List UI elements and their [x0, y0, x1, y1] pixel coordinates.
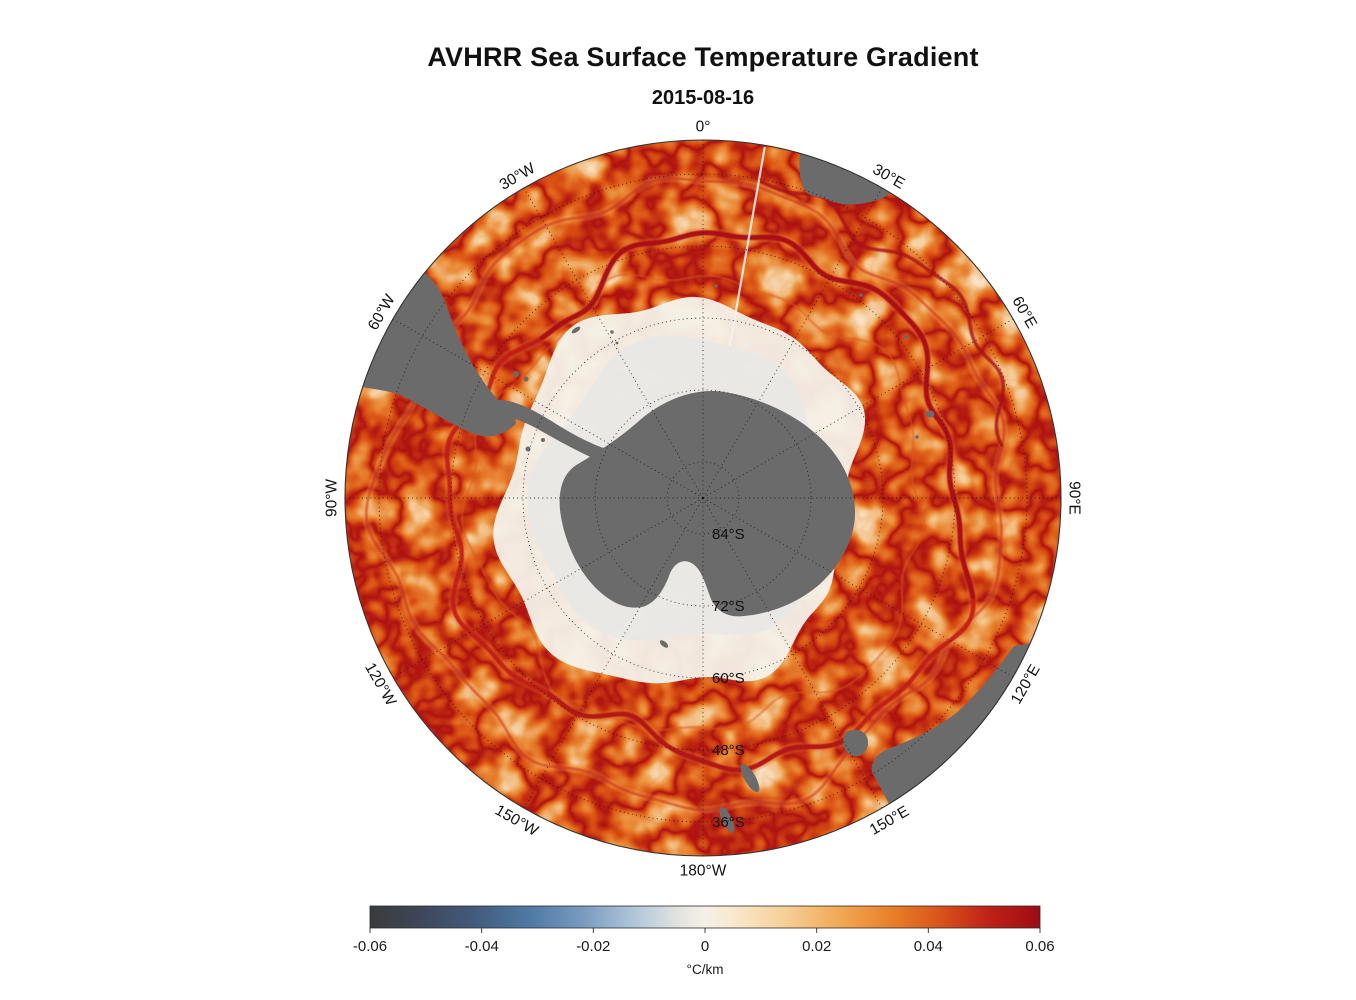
meridian-line [392, 497, 704, 678]
peninsula-offshore-island-2 [541, 438, 545, 442]
parallel-label-48s: 48°S [712, 742, 745, 759]
new-zealand-north-island [719, 807, 735, 833]
south-georgia-island [571, 326, 581, 334]
antarctica [559, 391, 856, 617]
colorbar-tick-label: -0.04 [465, 938, 499, 955]
south-sandwich-islands [610, 330, 614, 334]
parallel-circle-72s [594, 389, 812, 607]
meridian-line [523, 497, 704, 809]
parallel-label-36s: 36°S [712, 814, 745, 831]
meridian-line [702, 318, 1014, 499]
meridian-line [702, 187, 883, 499]
colorbar-tick-label: 0.04 [914, 938, 943, 955]
falkland-islands [513, 371, 519, 377]
map-boundary-circle [344, 139, 1062, 857]
peninsula-offshore-island [525, 446, 531, 452]
colorbar-gradient-bar [369, 905, 1041, 929]
tasmania [843, 729, 869, 757]
falkland-islands-2 [523, 376, 529, 382]
colorbar-tick-label: 0 [701, 938, 709, 955]
crozet-islands [904, 335, 908, 339]
figure-title: AVHRR Sea Surface Temperature Gradient [427, 42, 979, 72]
figure-subtitle: 2015-08-16 [651, 87, 755, 109]
colorbar-tick-label: 0.02 [802, 938, 831, 955]
parallel-label-84s: 84°S [712, 526, 745, 543]
parallel-label-72s: 72°S [712, 598, 745, 615]
graticule [345, 140, 1061, 856]
heard-island [915, 435, 919, 439]
meridian-label-180: 180°W [680, 862, 727, 879]
colorbar-tick-label: 0.06 [1025, 938, 1054, 955]
bouvet-island [714, 284, 718, 288]
colorbar: -0.06 -0.04 -0.02 0 0.02 0.04 0.06 °C/km [353, 905, 1055, 977]
meridian-line [523, 187, 704, 499]
colorbar-unit-label: °C/km [687, 962, 724, 977]
meridian-line [702, 497, 883, 809]
antarctic-peninsula [489, 400, 624, 466]
parallel-labels: 84°S 72°S 60°S 48°S 36°S [712, 526, 745, 831]
polar-front-strong-segment [539, 230, 976, 599]
prince-edward-islands [859, 293, 863, 297]
polar-front-strong-segment-south [547, 691, 854, 773]
colorbar-tick-labels: -0.06 -0.04 -0.02 0 0.02 0.04 0.06 [353, 938, 1055, 955]
meridian-label-0: 0° [696, 118, 711, 135]
parallel-circle-60s [522, 317, 884, 679]
colorbar-tick-label: -0.02 [576, 938, 610, 955]
colorbar-ticks [369, 928, 1041, 933]
south-pole-marker [701, 496, 705, 500]
kerguelen-island [925, 410, 935, 418]
meridian-line [392, 318, 704, 499]
polar-map: 0° 30°E 60°E 90°E 120°E 150°E 180°W 150°… [323, 118, 1083, 879]
meridian-label-90w: 90°W [323, 479, 340, 517]
southern-front [460, 273, 925, 731]
parallel-circle-84s [666, 461, 740, 535]
meridian-line [702, 497, 1014, 678]
colorbar-tick-label: -0.06 [353, 938, 387, 955]
new-zealand-south-island [740, 763, 760, 793]
meridian-label-90e: 90°E [1066, 481, 1083, 515]
parallel-label-60s: 60°S [712, 670, 745, 687]
balleny-islands [659, 640, 669, 648]
south-sandwich-islands-2 [615, 341, 619, 345]
